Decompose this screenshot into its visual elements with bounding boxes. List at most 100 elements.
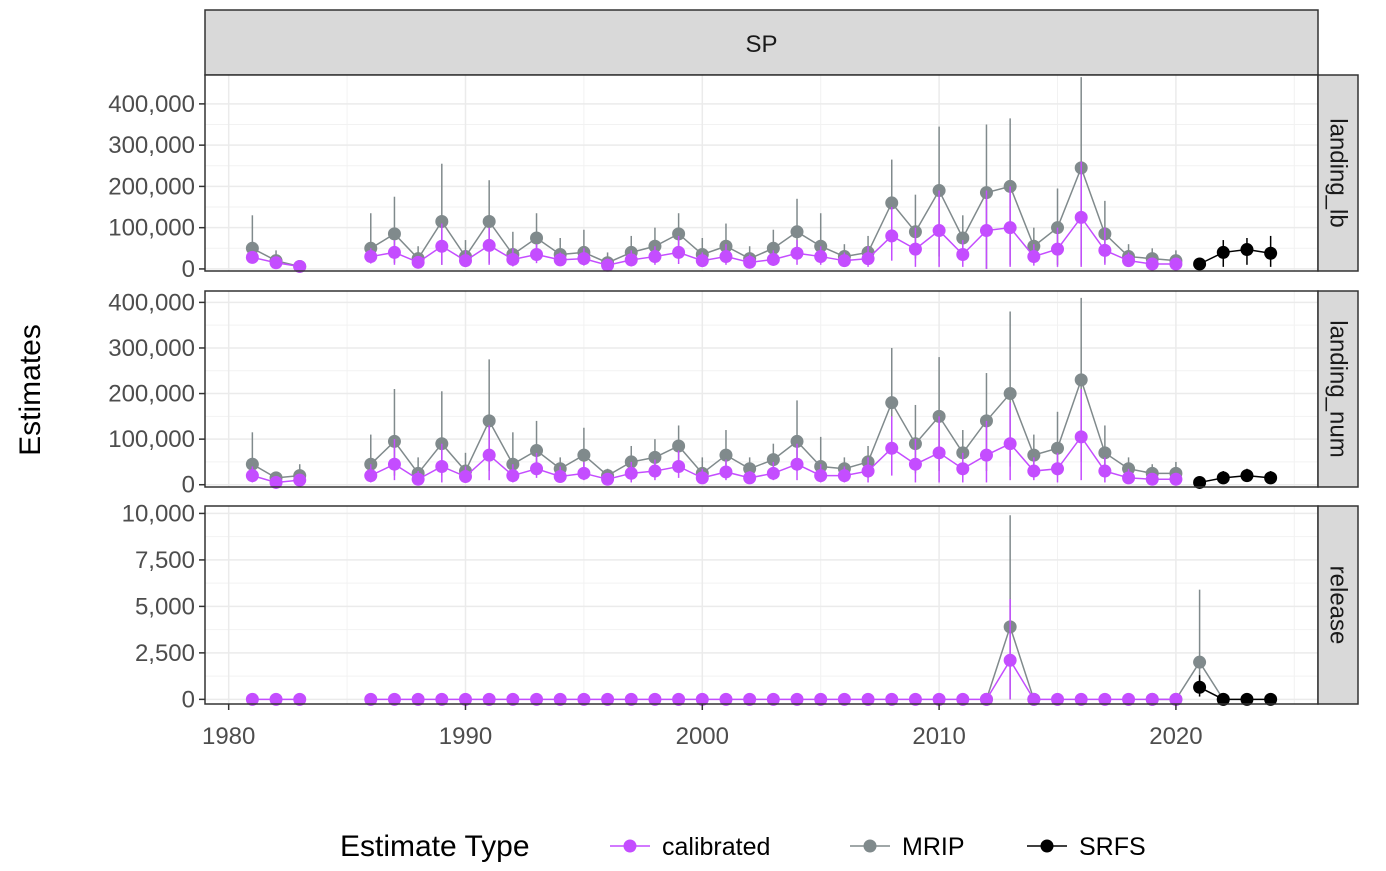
calibrated-point xyxy=(814,469,828,483)
legend-label-srfs: SRFS xyxy=(1079,833,1146,861)
calibrated-point xyxy=(956,692,970,706)
mrip-point xyxy=(790,225,804,239)
srfs-point xyxy=(1193,257,1207,271)
calibrated-point xyxy=(861,692,875,706)
mrip-point xyxy=(1074,373,1088,387)
calibrated-point xyxy=(1051,692,1065,706)
calibrated-point xyxy=(672,692,686,706)
legend-title: Estimate Type xyxy=(340,830,530,863)
calibrated-point xyxy=(530,247,544,261)
calibrated-point xyxy=(1003,653,1017,667)
calibrated-point xyxy=(1098,692,1112,706)
calibrated-point xyxy=(624,253,638,267)
srfs-series-line xyxy=(1199,686,1271,701)
calibrated-point xyxy=(387,692,401,706)
srfs-point xyxy=(1240,243,1254,257)
srfs-point xyxy=(1240,469,1254,483)
calibrated-point xyxy=(837,692,851,706)
srfs-point xyxy=(1216,692,1230,706)
calibrated-point xyxy=(814,692,828,706)
calibrated-point xyxy=(1003,221,1017,235)
mrip-point xyxy=(1051,441,1065,455)
calibrated-point xyxy=(435,239,449,253)
y-tick-label: 100,000 xyxy=(108,426,195,453)
calibrated-point xyxy=(411,692,425,706)
calibrated-point xyxy=(577,466,591,480)
calibrated-point xyxy=(553,253,567,267)
y-tick-label: 400,000 xyxy=(108,289,195,316)
calibrated-point xyxy=(861,464,875,478)
calibrated-point xyxy=(1074,430,1088,444)
calibrated-point xyxy=(885,229,899,243)
calibrated-point xyxy=(553,470,567,484)
srfs-point xyxy=(1264,246,1278,260)
mrip-point xyxy=(766,453,780,467)
x-tick-label: 1980 xyxy=(202,723,255,750)
calibrated-point xyxy=(1027,692,1041,706)
y-tick-label: 400,000 xyxy=(108,91,195,118)
srfs-point xyxy=(1193,680,1207,694)
mrip-point xyxy=(435,214,449,228)
calibrated-point xyxy=(672,459,686,473)
calibrated-point xyxy=(553,692,567,706)
mrip-point xyxy=(482,414,496,428)
facet-strip-landing-num xyxy=(1317,290,1359,488)
legend-key-point-calibrated xyxy=(623,839,637,853)
calibrated-point xyxy=(956,247,970,261)
calibrated-point xyxy=(766,252,780,266)
calibrated-point xyxy=(506,252,520,266)
calibrated-point xyxy=(908,457,922,471)
calibrated-point xyxy=(364,469,378,483)
calibrated-point xyxy=(269,692,283,706)
calibrated-point xyxy=(1169,257,1183,271)
calibrated-point xyxy=(648,464,662,478)
calibrated-point xyxy=(411,472,425,486)
calibrated-point xyxy=(435,459,449,473)
mrip-point xyxy=(245,241,259,255)
srfs-point xyxy=(1240,692,1254,706)
y-tick-label: 5,000 xyxy=(135,593,195,620)
calibrated-point xyxy=(885,692,899,706)
x-tick-label: 1990 xyxy=(439,723,492,750)
calibrated-point xyxy=(1145,472,1159,486)
y-axis-title: Estimates xyxy=(14,324,47,456)
mrip-point xyxy=(885,196,899,210)
calibrated-point xyxy=(790,457,804,471)
calibrated-point xyxy=(601,472,615,486)
calibrated-point xyxy=(601,258,615,272)
calibrated-point xyxy=(1122,471,1136,485)
calibrated-point xyxy=(908,692,922,706)
calibrated-point xyxy=(624,466,638,480)
calibrated-point xyxy=(1074,692,1088,706)
calibrated-point xyxy=(932,224,946,238)
y-tick-label: 200,000 xyxy=(108,173,195,200)
calibrated-point xyxy=(458,470,472,484)
calibrated-point xyxy=(1169,472,1183,486)
calibrated-point xyxy=(743,255,757,269)
calibrated-point xyxy=(601,692,615,706)
mrip-point xyxy=(482,214,496,228)
y-tick-label: 300,000 xyxy=(108,335,195,362)
calibrated-point xyxy=(387,457,401,471)
calibrated-point xyxy=(695,471,709,485)
y-tick-label: 0 xyxy=(182,686,195,713)
calibrated-point xyxy=(695,692,709,706)
calibrated-point xyxy=(364,250,378,264)
calibrated-point xyxy=(790,692,804,706)
mrip-point xyxy=(672,227,686,241)
legend-key-point-mrip xyxy=(863,839,877,853)
facet-strip-landing-lb xyxy=(1317,74,1359,272)
calibrated-point xyxy=(411,255,425,269)
calibrated-point xyxy=(435,692,449,706)
facet-strip-label: landing_lb xyxy=(1325,118,1352,227)
calibrated-point xyxy=(1003,437,1017,451)
srfs-point xyxy=(1216,471,1230,485)
calibrated-point xyxy=(719,250,733,264)
calibrated-point xyxy=(530,462,544,476)
calibrated-point xyxy=(1051,462,1065,476)
calibrated-point xyxy=(814,250,828,264)
calibrated-point xyxy=(979,692,993,706)
mrip-point xyxy=(530,444,544,458)
calibrated-point xyxy=(577,692,591,706)
